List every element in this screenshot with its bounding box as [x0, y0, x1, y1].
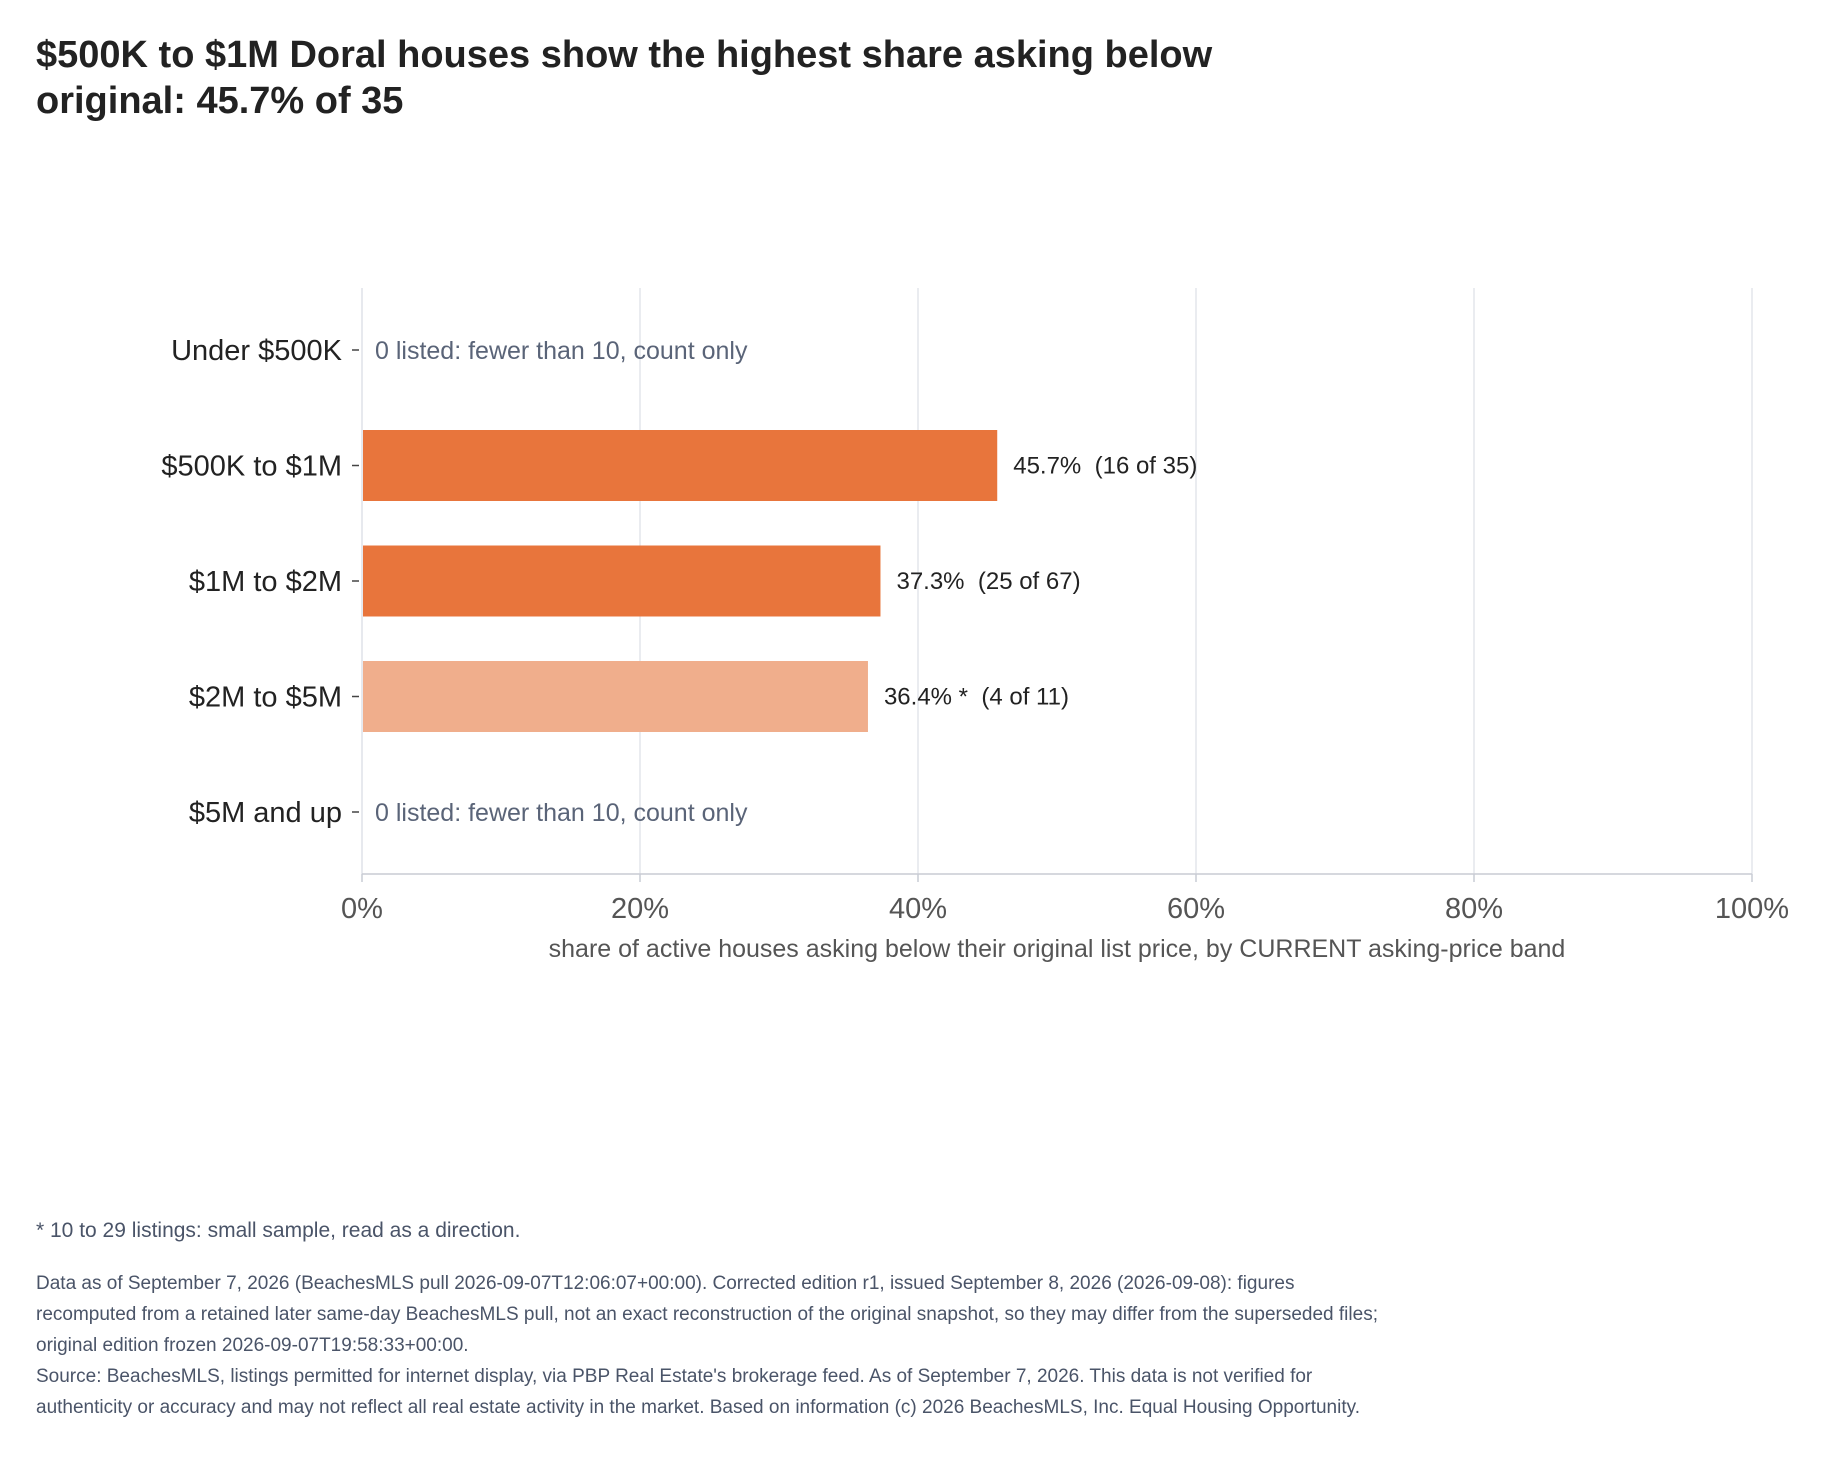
- bar-value-label: 36.4% * (4 of 11): [884, 684, 1069, 711]
- bars: [363, 430, 998, 732]
- count-only-label: 0 listed: fewer than 10, count only: [375, 799, 748, 827]
- source-notes: Data as of September 7, 2026 (BeachesMLS…: [36, 1268, 1396, 1423]
- x-tick-label: 100%: [1715, 893, 1789, 925]
- band-label: $500K to $1M: [161, 451, 342, 483]
- x-tick-label: 40%: [889, 893, 947, 925]
- x-tick-label: 80%: [1445, 893, 1503, 925]
- x-axis-title: share of active houses asking below thei…: [549, 935, 1566, 963]
- band-label: Under $500K: [171, 335, 343, 367]
- small-sample-footnote: * 10 to 29 listings: small sample, read …: [36, 1219, 521, 1242]
- bar-chart: 0% 20% 40% 60% 80% 100% Under $500K 0 listed: f…: [161, 288, 1789, 963]
- x-tick-label: 60%: [1167, 893, 1225, 925]
- chart-title: $500K to $1M Doral houses show the highe…: [36, 34, 1213, 122]
- source-disclaimer: Source: BeachesMLS, listings permitted f…: [36, 1366, 1360, 1418]
- count-only-label: 0 listed: fewer than 10, count only: [375, 337, 748, 365]
- band-label: $2M to $5M: [189, 682, 342, 714]
- x-tick-label: 0%: [341, 893, 383, 925]
- bar-value-label: 45.7% (16 of 35): [1013, 453, 1197, 480]
- axes: [352, 288, 1753, 882]
- bar: [363, 545, 881, 617]
- band-label: $5M and up: [189, 797, 342, 829]
- bar-value-label: 37.3% (25 of 67): [896, 568, 1080, 595]
- labels: 0% 20% 40% 60% 80% 100% Under $500K 0 listed: f…: [161, 335, 1789, 925]
- data-edition-note: Data as of September 7, 2026 (BeachesMLS…: [36, 1273, 1378, 1356]
- x-tick-label: 20%: [611, 893, 669, 925]
- bar: [363, 661, 868, 732]
- bar: [363, 430, 998, 501]
- band-label: $1M to $2M: [189, 566, 342, 598]
